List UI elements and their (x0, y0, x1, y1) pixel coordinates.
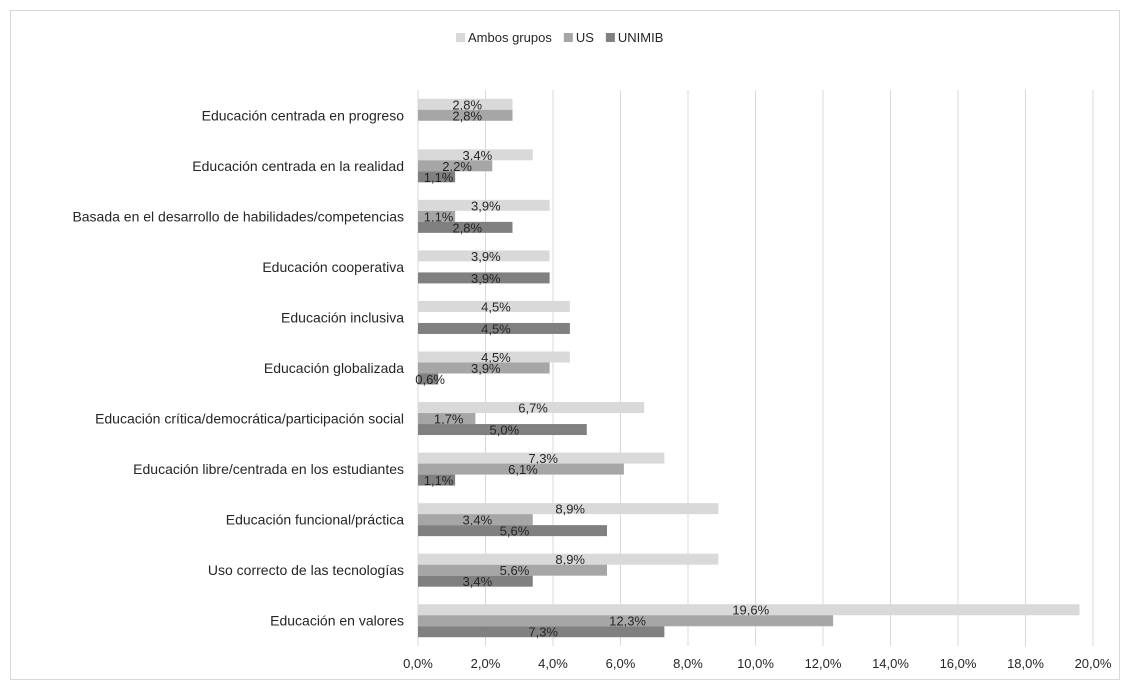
category-label-uso-correcto-de-las-tecnologias: Uso correcto de las tecnologías (208, 562, 404, 578)
data-label-unimib: 5,0% (490, 423, 520, 438)
bar-unimib (418, 322, 570, 334)
bar-unimib (418, 575, 533, 587)
data-label-unimib: 1,1% (424, 170, 454, 185)
data-label-us: 1,1% (424, 209, 454, 224)
data-label-ambos-grupos: 6,7% (518, 401, 548, 416)
category-label-educacion-en-valores: Educación en valores (270, 613, 404, 629)
category-label-educacion-funcional-practica: Educación funcional/práctica (226, 512, 404, 528)
data-label-ambos-grupos: 3,9% (471, 198, 501, 213)
legend-swatch-ambos-grupos (456, 33, 465, 42)
legend-swatch-unimib (605, 33, 615, 42)
data-label-us: 3,4% (463, 513, 493, 528)
data-label-us: 1,7% (434, 412, 464, 427)
category-label-basada-en-el-desarrollo-de-habilidades-competencias: Basada en el desarrollo de habilidades/c… (72, 208, 404, 224)
bar-ambos-grupos (418, 351, 570, 363)
category-label-educacion-inclusiva: Educación inclusiva (281, 309, 404, 325)
bar-us (418, 210, 456, 222)
data-label-us: 5,6% (500, 563, 530, 578)
bar-ambos-grupos (418, 604, 1080, 616)
bar-unimib (418, 272, 550, 284)
legend-label-unimib: UNIMIB (618, 30, 664, 45)
bar-unimib (418, 171, 456, 183)
data-label-ambos-grupos: 8,9% (555, 552, 585, 567)
bar-us (418, 160, 493, 172)
x-tick-label: 4,0% (538, 656, 568, 671)
bar-ambos-grupos (418, 98, 513, 110)
data-label-ambos-grupos: 19,6% (732, 603, 769, 618)
x-tick-label: 6,0% (606, 656, 636, 671)
bar-us (418, 615, 834, 627)
data-label-unimib: 4,5% (481, 321, 511, 336)
data-label-ambos-grupos: 8,9% (555, 502, 585, 517)
bar-us (418, 463, 624, 475)
bar-unimib (418, 424, 587, 436)
legend-label-ambos-grupos: Ambos grupos (468, 30, 552, 45)
data-label-unimib: 2,8% (452, 220, 482, 235)
x-tick-label: 12,0% (805, 656, 842, 671)
data-label-us: 6,1% (508, 462, 538, 477)
category-label-educacion-cooperativa: Educación cooperativa (262, 259, 404, 275)
x-tick-label: 20,0% (1075, 656, 1112, 671)
bar-ambos-grupos (418, 199, 550, 211)
x-tick-label: 8,0% (673, 656, 703, 671)
bar-us (418, 514, 533, 526)
bar-unimib (418, 474, 456, 486)
data-label-us: 2,8% (452, 108, 482, 123)
bar-ambos-grupos (418, 149, 533, 161)
bar-unimib (418, 525, 607, 537)
category-label-educacion-centrada-en-la-realidad: Educación centrada en la realidad (192, 158, 404, 174)
x-tick-label: 10,0% (737, 656, 774, 671)
data-label-ambos-grupos: 2,8% (452, 97, 482, 112)
x-tick-label: 16,0% (940, 656, 977, 671)
bar-ambos-grupos (418, 402, 645, 414)
x-tick-label: 14,0% (872, 656, 909, 671)
data-label-us: 12,3% (609, 614, 646, 629)
bar-unimib (418, 626, 665, 638)
bar-ambos-grupos (418, 300, 570, 312)
data-label-unimib: 0,6% (415, 372, 445, 387)
x-tick-label: 18,0% (1007, 656, 1044, 671)
category-label-educacion-globalizada: Educación globalizada (264, 360, 404, 376)
data-label-us: 2,2% (442, 159, 472, 174)
data-label-ambos-grupos: 7,3% (528, 451, 558, 466)
bar-ambos-grupos (418, 503, 719, 515)
bar-us (418, 109, 513, 121)
x-tick-label: 2,0% (471, 656, 501, 671)
legend-label-us: US (576, 30, 594, 45)
data-label-unimib: 7,3% (528, 625, 558, 640)
bar-us (418, 362, 550, 374)
bar-us (418, 564, 607, 576)
data-label-ambos-grupos: 3,4% (463, 148, 493, 163)
data-label-unimib: 5,6% (500, 524, 530, 539)
data-label-unimib: 3,4% (463, 574, 493, 589)
data-label-ambos-grupos: 4,5% (481, 299, 511, 314)
data-label-us: 3,9% (471, 361, 501, 376)
data-label-unimib: 3,9% (471, 271, 501, 286)
category-label-educacion-centrada-en-progreso: Educación centrada en progreso (202, 107, 405, 123)
bar-us (418, 413, 476, 425)
legend-swatch-us (563, 33, 573, 42)
data-label-ambos-grupos: 3,9% (471, 249, 501, 264)
x-tick-label: 0,0% (403, 656, 433, 671)
category-label-educacion-critica-democratica-participacion-social: Educación crítica/democrática/participac… (95, 411, 404, 427)
bar-ambos-grupos (418, 553, 719, 565)
category-label-educacion-libre-centrada-en-los-estudiantes: Educación libre/centrada en los estudian… (133, 461, 404, 477)
bar-ambos-grupos (418, 250, 550, 262)
bar-ambos-grupos (418, 452, 665, 464)
bar-unimib (418, 221, 513, 233)
data-label-unimib: 1,1% (424, 473, 454, 488)
data-label-ambos-grupos: 4,5% (481, 350, 511, 365)
bar-unimib (418, 373, 439, 385)
